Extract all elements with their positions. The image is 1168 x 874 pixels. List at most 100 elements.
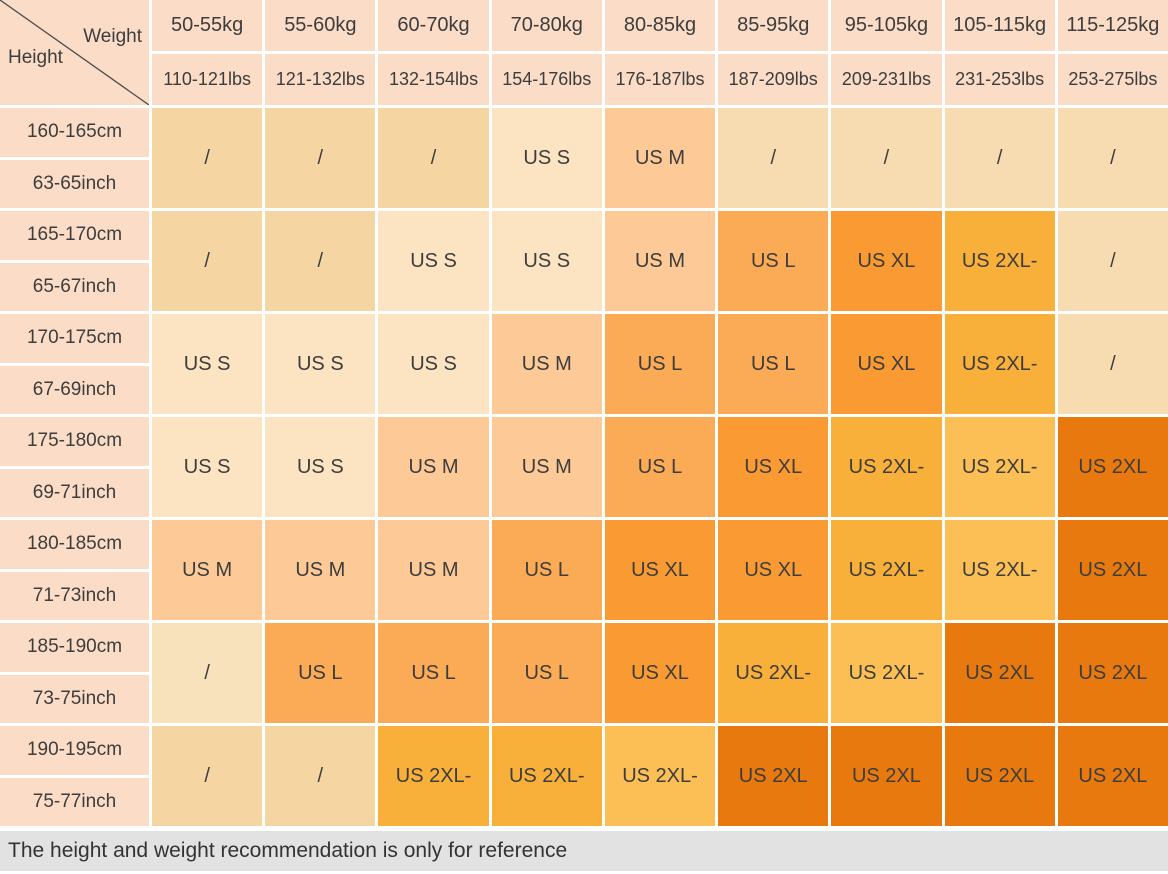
- height-cell-3: 175-180cm 69-71inch: [0, 417, 149, 517]
- height-cm-label: 170-175cm: [0, 314, 149, 363]
- weight-axis-label: Weight: [83, 26, 142, 47]
- height-cell-4: 180-185cm 71-73inch: [0, 520, 149, 620]
- size-cell-r1-c3: US S: [491, 211, 602, 311]
- weight-header-lbs-5: 187-209lbs: [718, 54, 829, 105]
- size-cell-r6-c8: US 2XL: [1057, 726, 1168, 826]
- weight-header-kg-8: 115-125kg: [1057, 0, 1168, 51]
- size-cell-r3-c6: US 2XL-: [831, 417, 942, 517]
- size-cell-r3-c0: US S: [152, 417, 263, 517]
- weight-header-kg-7: 105-115kg: [944, 0, 1055, 51]
- height-axis-label: Height: [8, 47, 63, 68]
- height-cm-label: 160-165cm: [0, 108, 149, 157]
- height-inch-label: 75-77inch: [0, 777, 149, 826]
- height-inch-label: 65-67inch: [0, 262, 149, 311]
- size-cell-r1-c7: US 2XL-: [944, 211, 1055, 311]
- size-cell-r6-c1: /: [265, 726, 376, 826]
- weight-header-lbs-0: 110-121lbs: [152, 54, 263, 105]
- weight-header-kg-5: 85-95kg: [718, 0, 829, 51]
- height-cm-label: 190-195cm: [0, 726, 149, 775]
- weight-header-kg-4: 80-85kg: [604, 0, 716, 51]
- size-cell-r0-c1: /: [265, 108, 376, 208]
- weight-header-lbs-1: 121-132lbs: [265, 54, 376, 105]
- height-cell-0: 160-165cm 63-65inch: [0, 108, 149, 208]
- height-cell-1: 165-170cm 65-67inch: [0, 211, 149, 311]
- weight-header-lbs-2: 132-154lbs: [378, 54, 489, 105]
- size-cell-r4-c8: US 2XL: [1057, 520, 1168, 620]
- weight-header-lbs-4: 176-187lbs: [604, 54, 716, 105]
- size-cell-r6-c4: US 2XL-: [604, 726, 716, 826]
- size-cell-r5-c5: US 2XL-: [718, 623, 829, 723]
- weight-header-kg-1: 55-60kg: [265, 0, 376, 51]
- weight-header-kg-2: 60-70kg: [378, 0, 489, 51]
- size-cell-r1-c0: /: [152, 211, 263, 311]
- size-table: Weight Height 50-55kg 55-60kg 60-70kg 70-80…: [0, 0, 1168, 828]
- size-cell-r4-c7: US 2XL-: [944, 520, 1055, 620]
- size-cell-r0-c0: /: [152, 108, 263, 208]
- size-cell-r4-c3: US L: [491, 520, 602, 620]
- size-cell-r3-c3: US M: [491, 417, 602, 517]
- height-inch-label: 63-65inch: [0, 159, 149, 208]
- height-cell-6: 190-195cm 75-77inch: [0, 726, 149, 826]
- size-cell-r2-c0: US S: [152, 314, 263, 414]
- size-cell-r0-c7: /: [944, 108, 1055, 208]
- size-cell-r2-c8: /: [1057, 314, 1168, 414]
- size-cell-r4-c0: US M: [152, 520, 263, 620]
- size-cell-r5-c2: US L: [378, 623, 489, 723]
- size-cell-r4-c4: US XL: [604, 520, 716, 620]
- height-cm-label: 165-170cm: [0, 211, 149, 260]
- size-cell-r0-c4: US M: [604, 108, 716, 208]
- size-cell-r1-c2: US S: [378, 211, 489, 311]
- size-cell-r1-c1: /: [265, 211, 376, 311]
- size-cell-r5-c3: US L: [491, 623, 602, 723]
- weight-header-lbs-7: 231-253lbs: [944, 54, 1055, 105]
- weight-header-kg-6: 95-105kg: [831, 0, 942, 51]
- weight-header-kg-0: 50-55kg: [152, 0, 263, 51]
- height-cell-2: 170-175cm 67-69inch: [0, 314, 149, 414]
- diagonal-divider-line: [0, 0, 149, 105]
- size-cell-r3-c7: US 2XL-: [944, 417, 1055, 517]
- size-cell-r0-c6: /: [831, 108, 942, 208]
- weight-header-kg-3: 70-80kg: [491, 0, 602, 51]
- height-inch-label: 69-71inch: [0, 468, 149, 517]
- size-cell-r2-c4: US L: [604, 314, 716, 414]
- size-cell-r3-c5: US XL: [718, 417, 829, 517]
- size-cell-r6-c7: US 2XL: [944, 726, 1055, 826]
- size-cell-r3-c1: US S: [265, 417, 376, 517]
- size-cell-r2-c1: US S: [265, 314, 376, 414]
- size-cell-r5-c6: US 2XL-: [831, 623, 942, 723]
- size-cell-r2-c7: US 2XL-: [944, 314, 1055, 414]
- size-cell-r0-c8: /: [1057, 108, 1168, 208]
- corner-cell: Weight Height: [0, 0, 149, 105]
- weight-header-lbs-8: 253-275lbs: [1057, 54, 1168, 105]
- size-cell-r3-c4: US L: [604, 417, 716, 517]
- weight-header-lbs-6: 209-231lbs: [831, 54, 942, 105]
- size-cell-r0-c3: US S: [491, 108, 602, 208]
- size-cell-r6-c3: US 2XL-: [491, 726, 602, 826]
- size-cell-r6-c6: US 2XL: [831, 726, 942, 826]
- size-cell-r6-c5: US 2XL: [718, 726, 829, 826]
- size-cell-r5-c7: US 2XL: [944, 623, 1055, 723]
- size-cell-r2-c6: US XL: [831, 314, 942, 414]
- size-cell-r5-c4: US XL: [604, 623, 716, 723]
- size-cell-r1-c6: US XL: [831, 211, 942, 311]
- height-cm-label: 175-180cm: [0, 417, 149, 466]
- size-cell-r2-c3: US M: [491, 314, 602, 414]
- size-cell-r4-c5: US XL: [718, 520, 829, 620]
- height-inch-label: 71-73inch: [0, 571, 149, 620]
- size-cell-r3-c8: US 2XL: [1057, 417, 1168, 517]
- size-cell-r0-c2: /: [378, 108, 489, 208]
- size-cell-r1-c4: US M: [604, 211, 716, 311]
- height-inch-label: 67-69inch: [0, 365, 149, 414]
- size-cell-r5-c8: US 2XL: [1057, 623, 1168, 723]
- size-cell-r4-c2: US M: [378, 520, 489, 620]
- height-cell-5: 185-190cm 73-75inch: [0, 623, 149, 723]
- size-cell-r1-c5: US L: [718, 211, 829, 311]
- size-cell-r4-c6: US 2XL-: [831, 520, 942, 620]
- size-cell-r3-c2: US M: [378, 417, 489, 517]
- size-cell-r6-c2: US 2XL-: [378, 726, 489, 826]
- size-cell-r1-c8: /: [1057, 211, 1168, 311]
- size-cell-r2-c5: US L: [718, 314, 829, 414]
- weight-header-lbs-3: 154-176lbs: [491, 54, 602, 105]
- size-cell-r5-c0: /: [152, 623, 263, 723]
- size-cell-r4-c1: US M: [265, 520, 376, 620]
